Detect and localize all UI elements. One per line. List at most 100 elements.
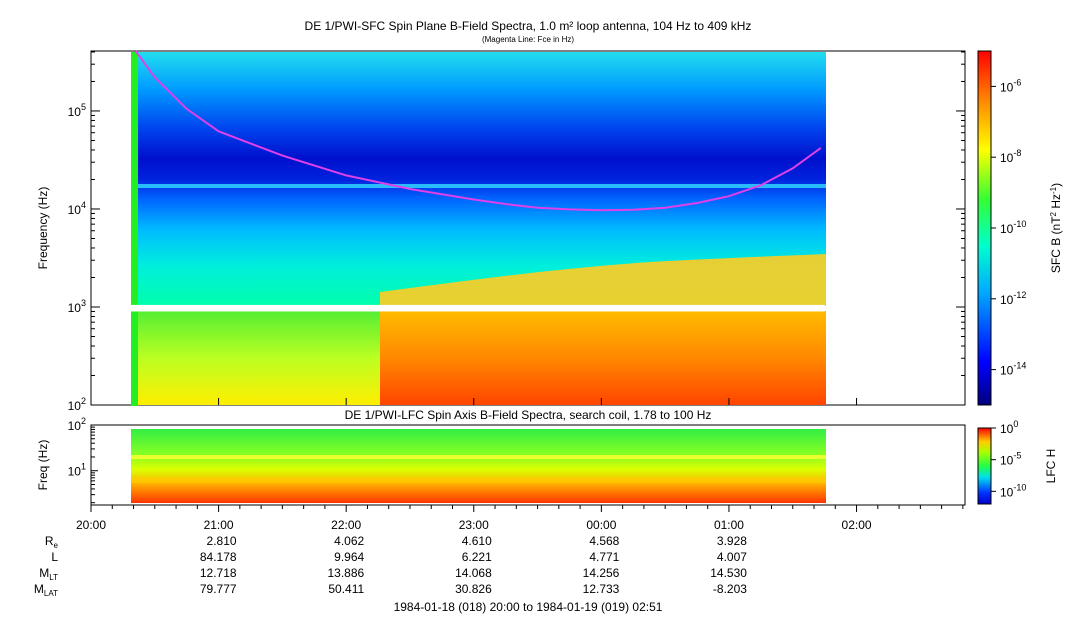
bottom-cbar-tick-label-base: 10 <box>1000 422 1014 436</box>
top-cbar-tick-label-base: 10 <box>1000 80 1014 94</box>
ephemeris-value: 12.718 <box>200 566 237 580</box>
top-cbar-tick-label-exp: -12 <box>1013 290 1026 300</box>
top-cbar-tick-label-base: 10 <box>1000 364 1014 378</box>
top-cbar-tick-label-base: 10 <box>1000 151 1014 165</box>
top-cbar-tick-label-base: 10 <box>1000 293 1014 307</box>
top-y-tick-label-base: 10 <box>68 301 82 315</box>
bottom-y-tick-label: 101 <box>68 462 86 479</box>
ephemeris-row-label-sub: e <box>54 541 59 550</box>
ephemeris-row-label: L <box>51 550 58 564</box>
time-tick-label: 02:00 <box>842 518 872 532</box>
ephemeris-value: 50.411 <box>328 582 364 596</box>
top-y-tick-label: 103 <box>68 298 86 315</box>
lfc-band-1 <box>131 455 826 459</box>
bottom-cbar-tick-label-base: 10 <box>1000 454 1014 468</box>
ephemeris-value: 6.221 <box>462 550 492 564</box>
ephemeris-value: 4.007 <box>717 550 747 564</box>
top-y-tick-label: 102 <box>68 396 86 413</box>
ephemeris-table: Re 2.810 4.062 4.610 4.568 3.928 L 84.178 9.964 6… <box>34 534 747 598</box>
spectrogram-low-band-late <box>380 311 826 405</box>
ephemeris-value: 84.178 <box>200 550 237 564</box>
ephemeris-value: 14.256 <box>583 566 620 580</box>
bottom-y-tick-label-base: 10 <box>68 419 82 433</box>
bottom-y-axis-label: Freq (Hz) <box>36 440 50 491</box>
spectrogram-edge-strip <box>131 52 138 406</box>
time-tick-label: 01:00 <box>714 518 744 532</box>
lfc-band-2 <box>131 478 826 483</box>
top-cbar-tick-label: 10-12 <box>1000 290 1026 307</box>
spectrogram-dark-line <box>138 184 826 188</box>
ephemeris-value: 3.928 <box>717 534 747 548</box>
bottom-cbar-tick-label-exp: 0 <box>1013 419 1018 429</box>
top-y-axis-label: Frequency (Hz) <box>36 187 50 270</box>
time-tick-label: 22:00 <box>331 518 361 532</box>
ephemeris-row-label-main: L <box>51 550 58 564</box>
ephemeris-value: 4.568 <box>589 534 619 548</box>
time-tick-label: 00:00 <box>586 518 616 532</box>
ephemeris-value: 9.964 <box>334 550 364 564</box>
top-y-tick-label-exp: 5 <box>81 102 86 112</box>
top-cbar-tick-label-exp: -6 <box>1013 77 1021 87</box>
bottom-y-tick-label-base: 10 <box>68 465 82 479</box>
data-gap-stripe <box>125 304 825 312</box>
ephemeris-value: 14.068 <box>455 566 492 580</box>
bottom-colorbar-gradient <box>977 427 992 505</box>
ephemeris-row-label-main: R <box>45 534 54 548</box>
top-cbar-tick-label-exp: -14 <box>1013 361 1026 371</box>
bottom-cbar-tick-label-base: 10 <box>1000 485 1014 499</box>
top-cbar-tick-label: 10-8 <box>1000 148 1021 165</box>
top-y-tick-label-base: 10 <box>68 399 82 413</box>
top-y-tick-label-exp: 3 <box>81 298 86 308</box>
time-tick-label: 23:00 <box>459 518 489 532</box>
footer-time-range: 1984-01-18 (018) 20:00 to 1984-01-19 (01… <box>394 600 663 614</box>
ephemeris-row-label: Re <box>45 534 59 550</box>
top-colorbar-label: SFC B (nT2 Hz-1) <box>1049 183 1063 273</box>
bottom-cbar-tick-label-exp: -5 <box>1013 451 1021 461</box>
ephemeris-row-label-main: M <box>39 566 49 580</box>
ephemeris-value: -8.203 <box>713 582 747 596</box>
top-panel-title: DE 1/PWI-SFC Spin Plane B-Field Spectra,… <box>304 19 752 33</box>
top-cbar-tick-label: 10-6 <box>1000 77 1021 94</box>
ephemeris-value: 4.610 <box>462 534 492 548</box>
top-cbar-tick-label-exp: -10 <box>1013 219 1026 229</box>
ephemeris-value: 4.062 <box>334 534 364 548</box>
fce-line <box>134 50 822 212</box>
ephemeris-value: 4.771 <box>589 550 619 564</box>
ephemeris-row-label-sub: LT <box>49 573 58 582</box>
ephemeris-value: 2.810 <box>207 534 237 548</box>
top-y-tick-label-exp: 2 <box>81 396 86 406</box>
top-spectrogram <box>131 52 826 406</box>
bottom-cbar-tick-label-exp: -10 <box>1013 482 1026 492</box>
bottom-y-tick-label-exp: 2 <box>81 416 86 426</box>
bottom-y-tick-label-exp: 1 <box>81 462 86 472</box>
time-tick-label: 20:00 <box>76 518 106 532</box>
time-tick-label: 21:00 <box>204 518 234 532</box>
bottom-panel-title: DE 1/PWI-LFC Spin Axis B-Field Spectra, … <box>344 408 712 422</box>
bottom-cbar-tick-label: 10-10 <box>1000 482 1026 499</box>
top-y-tick-label-base: 10 <box>68 203 82 217</box>
bottom-colorbar-label: LFC H <box>1044 449 1058 484</box>
ephemeris-value: 30.826 <box>455 582 492 596</box>
bottom-cbar-tick-label: 100 <box>1000 419 1018 436</box>
top-cbar-tick-label-base: 10 <box>1000 222 1014 236</box>
lfc-spectrogram <box>131 429 826 503</box>
ephemeris-value: 79.777 <box>200 582 237 596</box>
fce-line-layer <box>125 50 825 312</box>
spectrogram-emission-rise <box>380 254 826 306</box>
bottom-cbar-tick-label: 10-5 <box>1000 451 1021 468</box>
top-cbar-tick-label-exp: -8 <box>1013 148 1021 158</box>
ephemeris-row-label: MLT <box>39 566 58 582</box>
ephemeris-row-label: MLAT <box>34 582 58 598</box>
top-cbar-tick-label: 10-10 <box>1000 219 1026 236</box>
ephemeris-row-label-sub: LAT <box>44 589 58 598</box>
